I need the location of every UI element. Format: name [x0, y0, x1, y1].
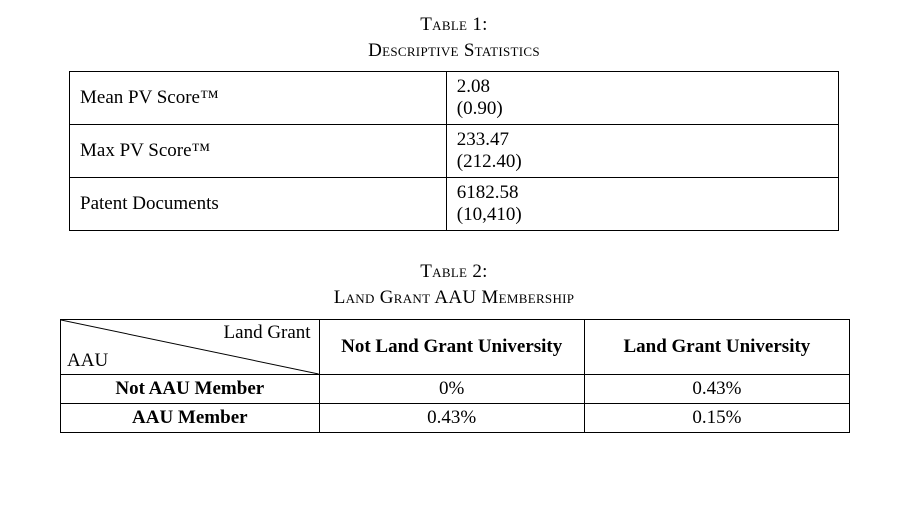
table2-caption-line1: Table 2: — [60, 259, 848, 285]
table1-row2-value: 6182.58 (10,410) — [446, 178, 838, 231]
table1-row2-value-sub: (10,410) — [457, 204, 828, 226]
table1-row0-value-sub: (0.90) — [457, 98, 828, 120]
table2-row1-cell1: 0.15% — [584, 403, 849, 432]
table2-row0-cell1: 0.43% — [584, 374, 849, 403]
table2-row1-cell0: 0.43% — [319, 403, 584, 432]
table-row: Max PV Score™ 233.47 (212.40) — [70, 125, 839, 178]
table1-row2-label: Patent Documents — [70, 178, 447, 231]
table2-corner-cell: Land Grant AAU — [61, 319, 320, 374]
table1-caption-line1: Table 1: — [60, 12, 848, 38]
table-row: AAU Member 0.43% 0.15% — [61, 403, 850, 432]
table1-row1-value-sub: (212.40) — [457, 151, 828, 173]
table-row: Not AAU Member 0% 0.43% — [61, 374, 850, 403]
table-row: Mean PV Score™ 2.08 (0.90) — [70, 72, 839, 125]
table1-row0-value: 2.08 (0.90) — [446, 72, 838, 125]
table2-col-header-1: Land Grant University — [584, 319, 849, 374]
table1-row0-value-main: 2.08 — [457, 76, 828, 98]
table1-caption: Table 1: Descriptive Statistics — [60, 12, 848, 63]
table2-caption: Table 2: Land Grant AAU Membership — [60, 259, 848, 310]
table1: Mean PV Score™ 2.08 (0.90) Max PV Score™… — [69, 71, 839, 231]
table1-row2-value-main: 6182.58 — [457, 182, 828, 204]
table2-corner-row-label: AAU — [67, 350, 108, 372]
table-row: Land Grant AAU Not Land Grant University… — [61, 319, 850, 374]
table1-row1-label: Max PV Score™ — [70, 125, 447, 178]
table2-row0-header: Not AAU Member — [61, 374, 320, 403]
table1-row0-label: Mean PV Score™ — [70, 72, 447, 125]
table2-row1-header: AAU Member — [61, 403, 320, 432]
table2-corner-col-label: Land Grant — [224, 322, 311, 344]
page: Table 1: Descriptive Statistics Mean PV … — [0, 0, 908, 433]
table2: Land Grant AAU Not Land Grant University… — [60, 319, 850, 433]
table-row: Patent Documents 6182.58 (10,410) — [70, 178, 839, 231]
table2-caption-line2: Land Grant AAU Membership — [60, 285, 848, 311]
table2-col-header-0: Not Land Grant University — [319, 319, 584, 374]
table1-row1-value: 233.47 (212.40) — [446, 125, 838, 178]
spacer — [60, 231, 848, 259]
table1-caption-line2: Descriptive Statistics — [60, 38, 848, 64]
table2-row0-cell0: 0% — [319, 374, 584, 403]
table1-row1-value-main: 233.47 — [457, 129, 828, 151]
